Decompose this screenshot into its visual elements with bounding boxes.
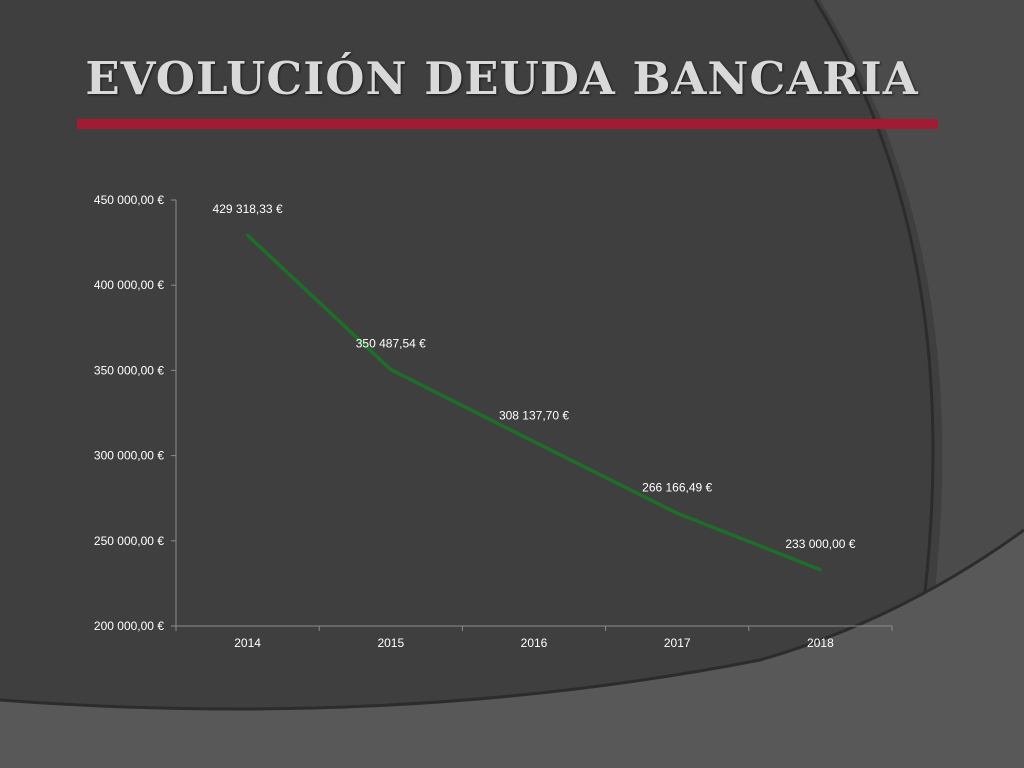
- data-label: 308 137,70 €: [499, 409, 569, 423]
- background-arc-bottom-outline: [0, 528, 1024, 711]
- y-tick-label: 400 000,00 €: [94, 278, 164, 292]
- x-tick-label: 2016: [521, 636, 548, 650]
- data-label: 266 166,49 €: [642, 480, 712, 494]
- x-tick-label: 2015: [377, 636, 404, 650]
- title-underline: [77, 119, 938, 129]
- data-point: [389, 368, 393, 372]
- data-point: [246, 233, 250, 237]
- y-tick-label: 300 000,00 €: [94, 449, 164, 463]
- y-axis: 200 000,00 € 250 000,00 € 300 000,00 € 350 …: [94, 193, 177, 633]
- series: [246, 233, 822, 572]
- data-point: [532, 440, 536, 444]
- slide-title: EVOLUCIÓN DEUDA BANCARIA: [85, 52, 919, 105]
- data-point: [675, 511, 679, 515]
- y-tick-label: 250 000,00 €: [94, 534, 164, 548]
- x-axis: 2014 2015 2016 2017 2018: [175, 625, 893, 650]
- y-tick-label: 350 000,00 €: [94, 363, 164, 377]
- data-label: 350 487,54 €: [356, 337, 426, 351]
- y-tick-label: 450 000,00 €: [94, 193, 164, 207]
- x-tick-label: 2018: [807, 636, 834, 650]
- background-arc-bottom: [0, 530, 1024, 768]
- data-point: [818, 568, 822, 572]
- data-labels: 429 318,33 € 350 487,54 € 308 137,70 € 266 …: [213, 202, 856, 551]
- x-tick-label: 2014: [234, 636, 261, 650]
- y-tick-label: 200 000,00 €: [94, 619, 164, 633]
- x-tick-label: 2017: [664, 636, 691, 650]
- data-label: 233 000,00 €: [785, 537, 855, 551]
- data-label: 429 318,33 €: [213, 202, 283, 216]
- series-line: [246, 233, 822, 572]
